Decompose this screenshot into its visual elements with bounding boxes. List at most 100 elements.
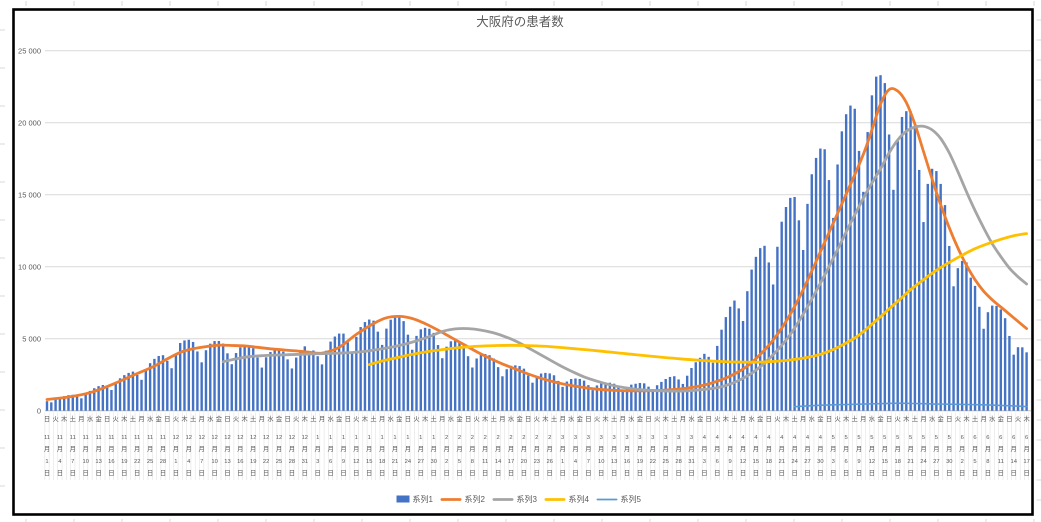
bar-day-86[interactable]: [415, 335, 418, 411]
bar-day-2[interactable]: [54, 399, 57, 411]
bar-day-119[interactable]: [557, 380, 560, 411]
bar-day-171[interactable]: [780, 221, 783, 411]
bar-day-66[interactable]: [329, 341, 332, 411]
bar-day-102[interactable]: [484, 354, 487, 411]
bar-day-141[interactable]: [651, 390, 655, 411]
bar-day-178[interactable]: [810, 174, 813, 411]
bar-day-225[interactable]: [1012, 354, 1015, 411]
bar-day-216[interactable]: [973, 285, 977, 411]
bar-day-196[interactable]: [887, 134, 891, 411]
bar-day-166[interactable]: [759, 248, 762, 411]
bar-day-98[interactable]: [466, 356, 470, 411]
bar-day-57[interactable]: [290, 368, 294, 411]
legend-item-系列1[interactable]: 系列1: [396, 494, 434, 504]
bar-day-74[interactable]: [363, 322, 367, 411]
bar-day-106[interactable]: [501, 376, 504, 411]
bar-day-56[interactable]: [286, 359, 289, 411]
bar-day-227[interactable]: [1021, 347, 1024, 411]
bar-day-131[interactable]: [608, 382, 612, 411]
bar-day-192[interactable]: [870, 95, 874, 411]
bar-day-3[interactable]: [58, 397, 62, 411]
bar-day-172[interactable]: [784, 207, 788, 411]
series3-line[interactable]: [221, 124, 1028, 393]
bar-day-17[interactable]: [118, 378, 122, 411]
bar-day-95[interactable]: [453, 340, 457, 411]
bar-day-189[interactable]: [857, 150, 861, 411]
bar-day-37[interactable]: [204, 350, 208, 411]
bar-day-55[interactable]: [282, 351, 285, 411]
series4-line[interactable]: [367, 232, 1028, 366]
bar-day-214[interactable]: [965, 262, 968, 411]
bar-day-27[interactable]: [161, 355, 165, 411]
bar-day-105[interactable]: [496, 367, 500, 411]
bar-day-85[interactable]: [411, 349, 414, 411]
bar-day-20[interactable]: [131, 371, 135, 411]
bar-day-101[interactable]: [479, 354, 483, 411]
bar-day-163[interactable]: [746, 291, 749, 411]
bar-day-180[interactable]: [819, 148, 822, 411]
bar-day-88[interactable]: [423, 327, 427, 411]
bar-day-83[interactable]: [402, 321, 405, 411]
bar-day-25[interactable]: [153, 358, 156, 411]
bar-day-115[interactable]: [539, 373, 543, 411]
bar-day-50[interactable]: [260, 367, 264, 411]
bar-day-139[interactable]: [643, 383, 646, 411]
bar-day-138[interactable]: [638, 382, 642, 411]
bar-day-29[interactable]: [170, 368, 173, 411]
bar-day-109[interactable]: [514, 365, 517, 411]
bar-day-224[interactable]: [1008, 335, 1011, 411]
bar-day-200[interactable]: [905, 111, 908, 411]
bar-day-64[interactable]: [320, 364, 324, 411]
bar-day-89[interactable]: [428, 328, 431, 411]
bar-day-1[interactable]: [50, 402, 53, 411]
bar-day-58[interactable]: [295, 357, 298, 411]
bar-day-91[interactable]: [436, 345, 440, 411]
bar-day-176[interactable]: [801, 250, 805, 411]
bar-day-45[interactable]: [239, 347, 242, 411]
bar-day-223[interactable]: [1003, 318, 1007, 411]
bar-day-60[interactable]: [303, 346, 306, 411]
bar-day-21[interactable]: [136, 374, 139, 411]
bar-day-12[interactable]: [97, 386, 100, 411]
bar-day-207[interactable]: [935, 171, 938, 411]
bar-day-134[interactable]: [621, 391, 624, 411]
bar-day-160[interactable]: [733, 300, 736, 411]
bar-day-52[interactable]: [269, 351, 272, 411]
bar-day-34[interactable]: [191, 341, 195, 411]
bar-day-188[interactable]: [853, 108, 856, 411]
bar-day-158[interactable]: [724, 317, 728, 411]
bar-day-167[interactable]: [763, 245, 766, 411]
bar-day-61[interactable]: [307, 353, 311, 411]
bar-day-33[interactable]: [187, 339, 190, 411]
bar-day-169[interactable]: [771, 284, 775, 411]
bar-day-129[interactable]: [600, 383, 603, 411]
bar-day-126[interactable]: [587, 385, 590, 411]
bar-day-123[interactable]: [574, 378, 577, 411]
bar-day-114[interactable]: [535, 376, 538, 411]
bar-day-11[interactable]: [93, 388, 96, 411]
bar-day-143[interactable]: [660, 381, 663, 411]
bar-day-168[interactable]: [767, 262, 771, 411]
x-axis-labels[interactable]: 日火木土月水金日火木土月水金日火木土月水金日火木土月水金日火木土月水金日火木土月…: [44, 414, 1031, 477]
bar-day-140[interactable]: [647, 386, 650, 411]
bar-day-18[interactable]: [123, 375, 126, 411]
bar-day-206[interactable]: [930, 168, 934, 411]
bar-day-156[interactable]: [716, 345, 719, 411]
bar-day-181[interactable]: [823, 149, 826, 411]
bar-day-67[interactable]: [333, 336, 337, 411]
legend-item-系列3[interactable]: 系列3: [492, 494, 538, 504]
bar-day-38[interactable]: [209, 343, 212, 411]
bar-day-118[interactable]: [552, 375, 556, 411]
bar-day-165[interactable]: [754, 256, 758, 411]
bar-day-199[interactable]: [900, 116, 904, 411]
bar-day-117[interactable]: [548, 373, 551, 411]
bar-day-40[interactable]: [217, 341, 221, 411]
bar-day-161[interactable]: [737, 308, 740, 411]
bar-day-133[interactable]: [617, 387, 620, 411]
bar-day-47[interactable]: [247, 345, 251, 411]
bar-day-54[interactable]: [277, 350, 281, 411]
bar-day-0[interactable]: [45, 401, 49, 411]
bar-day-144[interactable]: [664, 379, 667, 411]
bar-day-136[interactable]: [630, 384, 633, 411]
bar-day-99[interactable]: [471, 367, 474, 411]
